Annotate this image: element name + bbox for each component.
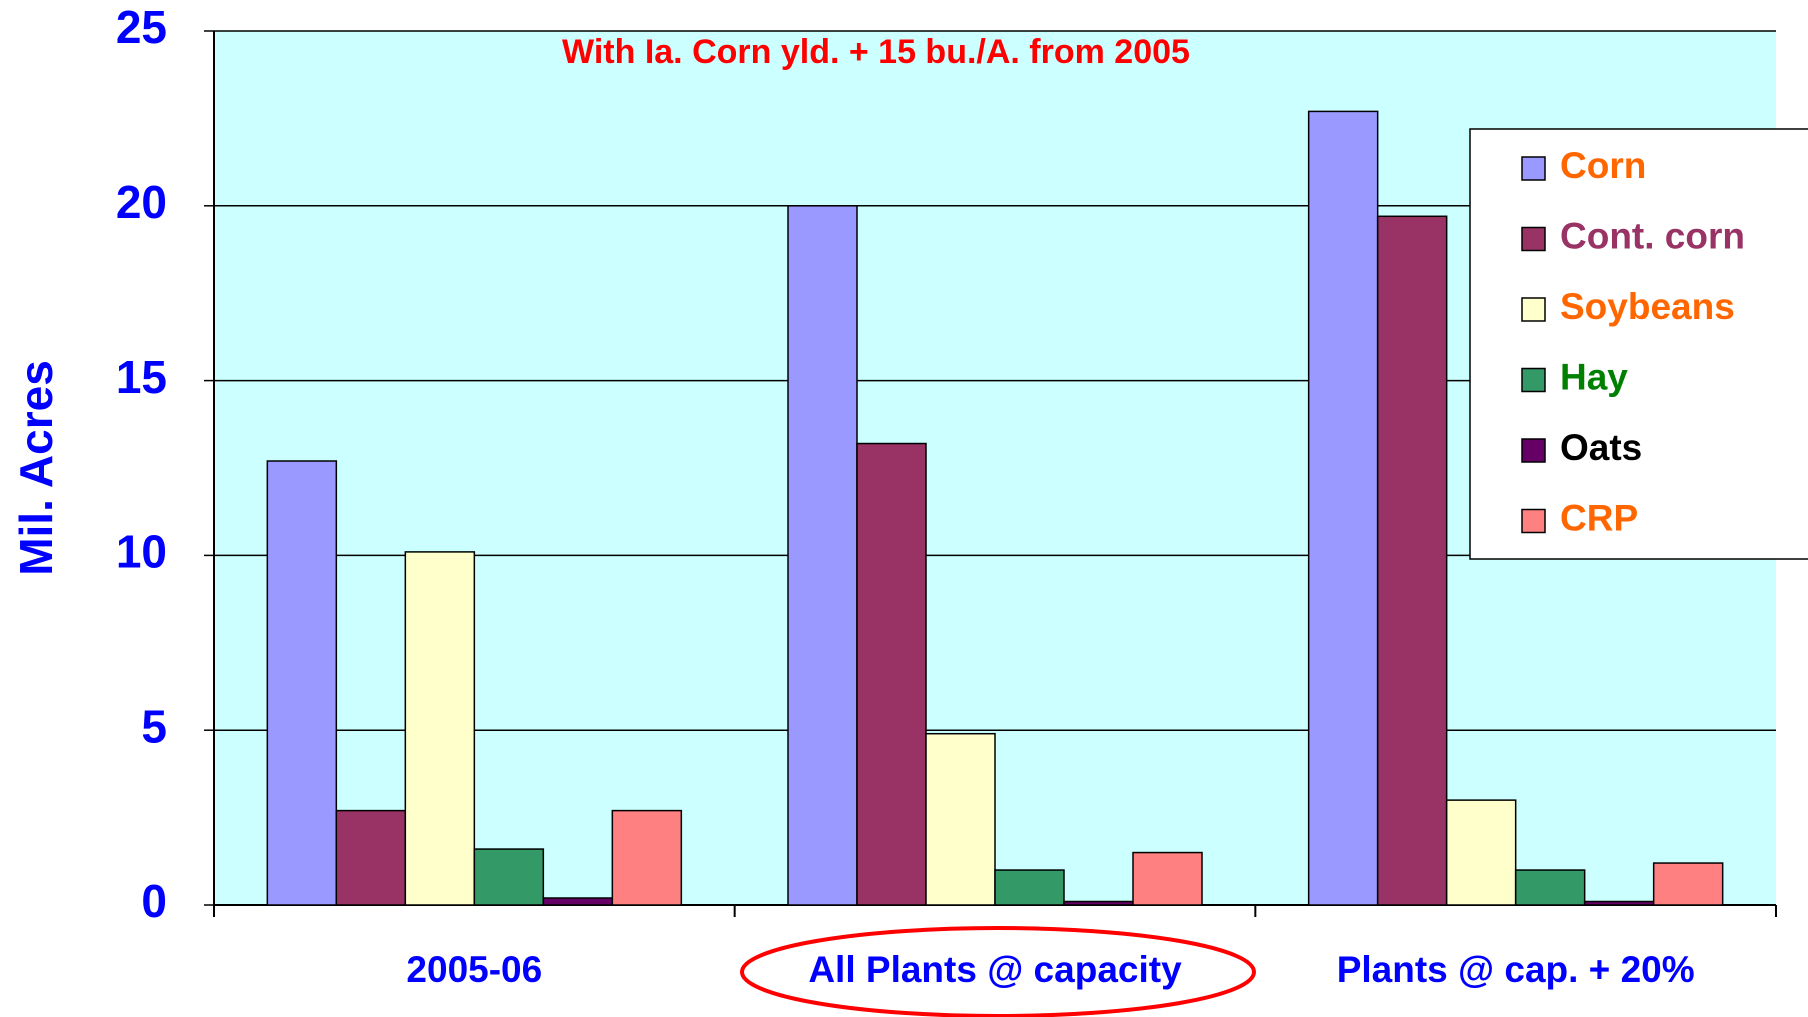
- chart-title: With Ia. Corn yld. + 15 bu./A. from 2005: [562, 33, 1190, 71]
- bar: [1307, 110, 1379, 906]
- legend-swatch: [1521, 508, 1546, 534]
- legend-box: [1469, 128, 1808, 560]
- x-tick-label: Plants @ cap. + 20%: [1337, 949, 1695, 990]
- y-tick-label: 15: [116, 351, 167, 403]
- bar: [542, 897, 614, 906]
- legend-label: Soybeans: [1560, 286, 1735, 327]
- bar: [994, 869, 1065, 906]
- bar: [611, 809, 683, 906]
- legend-label: CRP: [1560, 497, 1638, 538]
- y-tick-label: 25: [116, 1, 167, 53]
- highlight-ellipse: [740, 926, 1256, 1017]
- legend-swatch: [1521, 226, 1546, 252]
- legend-label: Cont. corn: [1560, 215, 1745, 256]
- bar: [787, 205, 858, 906]
- bar: [473, 848, 545, 906]
- legend-label: Oats: [1560, 427, 1642, 468]
- bar: [1132, 851, 1203, 906]
- bar: [1514, 869, 1586, 906]
- x-tick-label: All Plants @ capacity: [808, 949, 1182, 990]
- y-tick-label: 20: [116, 176, 167, 228]
- bar: [1445, 799, 1517, 906]
- bar: [925, 732, 996, 906]
- legend-swatch: [1521, 156, 1546, 181]
- legend-swatch: [1521, 367, 1546, 393]
- legend-label: Hay: [1560, 356, 1628, 397]
- y-axis-label: Mil. Acres: [10, 360, 62, 576]
- bar: [404, 551, 476, 906]
- x-tick-label: 2005-06: [406, 949, 542, 990]
- legend-label: Corn: [1560, 145, 1646, 186]
- y-tick-label: 0: [141, 875, 167, 927]
- bar: [1583, 900, 1655, 906]
- bar: [335, 809, 407, 906]
- bar: [856, 442, 927, 906]
- y-tick-label: 10: [116, 526, 167, 578]
- legend-swatch: [1521, 438, 1546, 463]
- y-tick-label: 5: [141, 700, 167, 752]
- bar: [1652, 862, 1724, 906]
- bar: [1376, 215, 1448, 906]
- bar: [266, 460, 338, 906]
- legend-swatch: [1521, 297, 1546, 322]
- bar: [1063, 900, 1134, 906]
